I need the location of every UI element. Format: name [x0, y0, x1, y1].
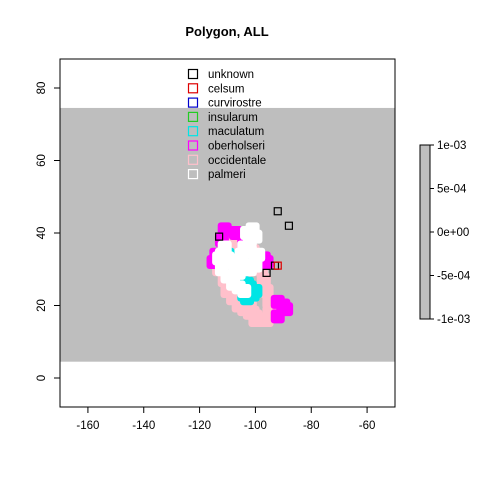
legend: unknown celsum curvirostre insularum maculat…	[187, 68, 266, 181]
point-unknown	[215, 232, 224, 241]
point-celsum	[273, 261, 282, 270]
legend-label-curvirostre: curvirostre	[208, 98, 262, 110]
legend-key-maculatum	[187, 126, 199, 137]
point-maculatum	[248, 284, 263, 298]
legend-key-celsum	[187, 83, 199, 94]
legend-label-palmeri: palmeri	[208, 169, 246, 181]
legend-label-unknown: unknown	[208, 69, 254, 81]
legend-key-palmeri	[187, 169, 199, 180]
point-palmeri	[214, 262, 229, 277]
legend-label-insularum: insularum	[208, 112, 258, 124]
colorbar-label: 0e+00	[437, 227, 469, 239]
point-oberholseri	[228, 226, 243, 240]
point-palmeri	[237, 284, 252, 298]
legend-key-insularum	[187, 111, 199, 123]
x-tick-label: -140	[132, 420, 155, 432]
point-oberholseri	[279, 302, 294, 317]
point-unknown	[262, 268, 271, 277]
point-unknown	[273, 207, 282, 216]
y-tick-label: 40	[36, 227, 48, 240]
data-points	[206, 207, 294, 327]
legend-key-unknown	[187, 68, 199, 80]
x-tick-label: -100	[244, 420, 267, 432]
colorbar-swatch	[419, 144, 431, 320]
legend-label-occidentale: occidentale	[208, 155, 266, 167]
point-palmeri	[248, 229, 263, 244]
x-tick-label: -80	[303, 420, 320, 432]
legend-key-oberholseri	[187, 140, 199, 151]
x-tick-label: -60	[359, 420, 376, 432]
point-unknown	[284, 221, 294, 230]
colorbar-label: 5e-04	[437, 184, 467, 196]
legend-key-curvirostre	[187, 97, 199, 108]
x-tick-label: -120	[188, 420, 211, 432]
y-tick-label: 80	[36, 82, 48, 95]
legend-label-maculatum: maculatum	[208, 126, 264, 138]
colorbar-label: -5e-04	[437, 271, 471, 283]
colorbar-label: 1e-03	[437, 140, 466, 152]
point-palmeri	[234, 247, 249, 262]
y-tick-label: 20	[36, 299, 48, 312]
legend-key-occidentale	[187, 154, 199, 165]
colorbar-label: -1e-03	[437, 314, 470, 326]
axes: -160 -140 -120 -100 -80 -60 0 20 40 60 80	[36, 58, 396, 432]
point-occidentale	[259, 284, 274, 298]
legend-label-oberholseri: oberholseri	[208, 141, 265, 153]
point-occidentale	[248, 313, 263, 327]
y-tick-label: 60	[36, 154, 48, 167]
point-palmeri	[251, 247, 266, 262]
y-tick-label: 0	[36, 375, 48, 381]
x-tick-label: -160	[76, 420, 99, 432]
colorbar: 1e-03 5e-04 0e+00 -5e-04 -1e-03	[419, 140, 471, 326]
chart-title: Polygon, ALL	[185, 24, 268, 39]
legend-label-celsum: celsum	[208, 83, 244, 95]
